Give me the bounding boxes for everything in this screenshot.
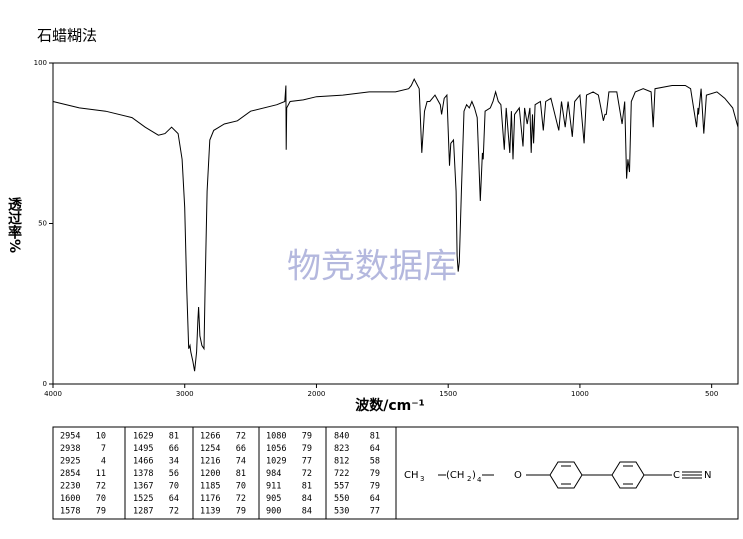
peak-wavenumber: 905 xyxy=(266,494,281,504)
peak-wavenumber: 1578 xyxy=(60,507,80,517)
peak-transmittance: 64 xyxy=(370,494,380,504)
peak-transmittance: 56 xyxy=(169,469,179,479)
peak-transmittance: 77 xyxy=(370,507,380,517)
peak-wavenumber: 984 xyxy=(266,469,281,479)
atom: ) xyxy=(472,470,476,481)
peak-transmittance: 64 xyxy=(169,494,179,504)
peak-transmittance: 70 xyxy=(169,482,179,492)
peak-transmittance: 77 xyxy=(302,457,312,467)
atom: (CH xyxy=(446,470,464,481)
peak-wavenumber: 722 xyxy=(334,469,349,479)
peak-wavenumber: 823 xyxy=(334,444,349,454)
peak-wavenumber: 1200 xyxy=(200,469,220,479)
peak-wavenumber: 1139 xyxy=(200,507,220,517)
table-dividers xyxy=(124,427,397,519)
peak-transmittance: 10 xyxy=(96,432,106,442)
atom: 2 xyxy=(467,475,471,483)
peak-wavenumber: 557 xyxy=(334,482,349,492)
peak-wavenumber: 1216 xyxy=(200,457,220,467)
peak-transmittance: 84 xyxy=(302,494,312,504)
peak-wavenumber: 1254 xyxy=(200,444,220,454)
peak-transmittance: 66 xyxy=(236,444,246,454)
y-tick-label: 50 xyxy=(38,220,47,228)
peak-transmittance: 7 xyxy=(101,444,106,454)
peak-wavenumber: 550 xyxy=(334,494,349,504)
peak-transmittance: 74 xyxy=(236,457,246,467)
peak-wavenumber: 911 xyxy=(266,482,281,492)
x-tick-label: 1000 xyxy=(571,390,589,398)
peak-wavenumber: 1378 xyxy=(133,469,153,479)
peak-transmittance: 58 xyxy=(370,457,380,467)
peak-transmittance: 72 xyxy=(302,469,312,479)
x-axis-label: 波数/cm⁻¹ xyxy=(355,397,425,414)
peak-transmittance: 72 xyxy=(169,507,179,517)
peak-wavenumber: 1176 xyxy=(200,494,220,504)
peak-wavenumber: 1525 xyxy=(133,494,153,504)
x-tick-label: 3000 xyxy=(176,390,194,398)
peak-wavenumber: 1080 xyxy=(266,432,286,442)
x-tick-label: 2000 xyxy=(308,390,326,398)
peak-transmittance: 84 xyxy=(302,507,312,517)
peak-transmittance: 11 xyxy=(96,469,106,479)
peak-wavenumber: 900 xyxy=(266,507,281,517)
atom: 4 xyxy=(477,476,482,484)
peak-transmittance: 72 xyxy=(236,432,246,442)
peak-wavenumber: 1367 xyxy=(133,482,153,492)
watermark: 物竞数据库 xyxy=(287,247,457,287)
peak-transmittance: 70 xyxy=(96,494,106,504)
peak-transmittance: 72 xyxy=(96,482,106,492)
chart-title: 石蜡糊法 xyxy=(37,27,97,45)
peak-transmittance: 70 xyxy=(236,482,246,492)
peak-wavenumber: 1287 xyxy=(133,507,153,517)
peak-wavenumber: 1629 xyxy=(133,432,153,442)
plot-frame xyxy=(52,62,739,385)
peak-wavenumber: 530 xyxy=(334,507,349,517)
peak-wavenumber: 1466 xyxy=(133,457,153,467)
peak-wavenumber: 2925 xyxy=(60,457,80,467)
atom: 3 xyxy=(420,475,424,483)
atom: C xyxy=(673,470,680,481)
peak-transmittance: 34 xyxy=(169,457,179,467)
peak-wavenumber: 2230 xyxy=(60,482,80,492)
peak-transmittance: 79 xyxy=(96,507,106,517)
molecule-rings xyxy=(438,461,702,489)
peak-wavenumber: 2938 xyxy=(60,444,80,454)
x-tick-label: 1500 xyxy=(439,390,457,398)
peak-transmittance: 64 xyxy=(370,444,380,454)
peak-transmittance: 66 xyxy=(169,444,179,454)
peak-transmittance: 81 xyxy=(236,469,246,479)
x-tick-label: 4000 xyxy=(44,390,62,398)
peak-wavenumber: 1495 xyxy=(133,444,153,454)
peak-wavenumber: 1029 xyxy=(266,457,286,467)
peak-transmittance: 81 xyxy=(302,482,312,492)
y-tick-label: 0 xyxy=(43,380,47,388)
peak-wavenumber: 1266 xyxy=(200,432,220,442)
peak-transmittance: 79 xyxy=(370,469,380,479)
peak-wavenumber: 1056 xyxy=(266,444,286,454)
peak-transmittance: 79 xyxy=(370,482,380,492)
peak-transmittance: 81 xyxy=(370,432,380,442)
peak-transmittance: 79 xyxy=(302,432,312,442)
peak-transmittance: 79 xyxy=(236,507,246,517)
spectrum-line xyxy=(52,77,739,372)
peak-wavenumber: 1185 xyxy=(200,482,220,492)
atom: N xyxy=(704,470,711,481)
peak-wavenumber: 2854 xyxy=(60,469,80,479)
atom: CH xyxy=(404,470,419,481)
y-tick-label: 100 xyxy=(34,59,47,67)
peak-transmittance: 72 xyxy=(236,494,246,504)
peak-transmittance: 79 xyxy=(302,444,312,454)
peak-wavenumber: 840 xyxy=(334,432,349,442)
peak-wavenumber: 1600 xyxy=(60,494,80,504)
x-tick-label: 500 xyxy=(705,390,718,398)
peak-transmittance: 81 xyxy=(169,432,179,442)
atom: O xyxy=(514,470,522,481)
peak-transmittance: 4 xyxy=(101,457,106,467)
peak-wavenumber: 812 xyxy=(334,457,349,467)
peak-wavenumber: 2954 xyxy=(60,432,80,442)
y-axis-label: 透过率% xyxy=(6,197,22,253)
